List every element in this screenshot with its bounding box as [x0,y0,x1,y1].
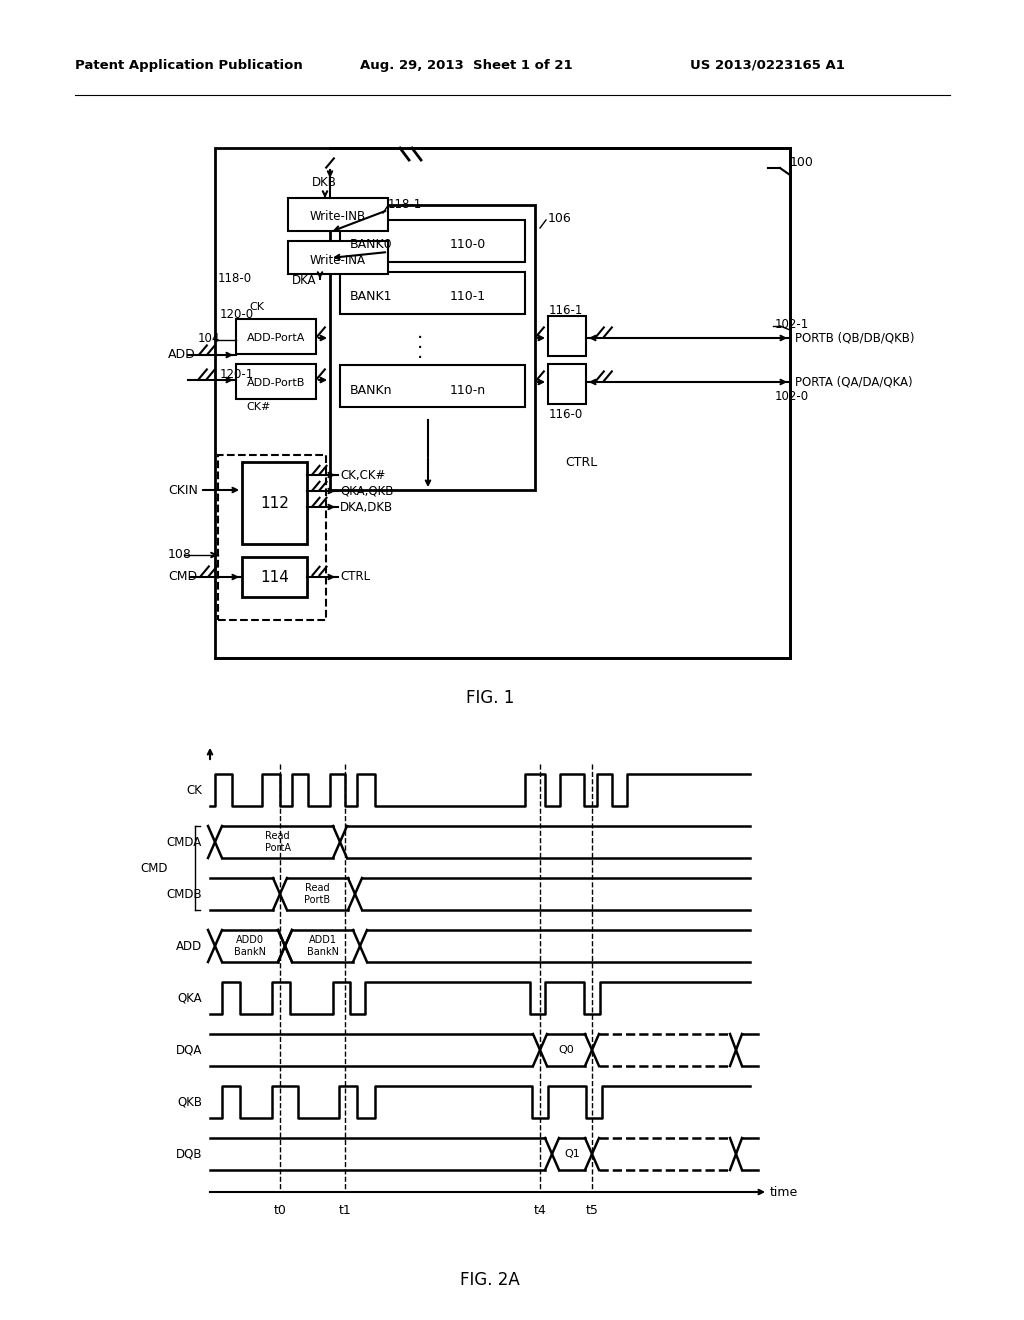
Text: 120-1: 120-1 [220,368,254,381]
Text: 102-1: 102-1 [775,318,809,330]
Text: Write-INB: Write-INB [310,210,366,223]
Text: Read
PortA: Read PortA [264,832,291,853]
Bar [242,462,307,544]
Bar [288,198,388,231]
Text: PORTB (QB/DB/QKB): PORTB (QB/DB/QKB) [795,331,914,345]
Text: 106: 106 [548,211,571,224]
Text: ADD0
BankN: ADD0 BankN [234,935,266,957]
Text: 108: 108 [168,549,191,561]
Text: Read
PortB: Read PortB [304,883,331,904]
Text: BANK1: BANK1 [350,290,392,304]
Text: t5: t5 [586,1204,598,1217]
Text: QKB: QKB [177,1096,202,1109]
Text: 118-0: 118-0 [218,272,252,285]
Text: Patent Application Publication: Patent Application Publication [75,58,303,71]
Text: Aug. 29, 2013  Sheet 1 of 21: Aug. 29, 2013 Sheet 1 of 21 [360,58,572,71]
Text: QKA: QKA [177,991,202,1005]
Text: Write-INA: Write-INA [310,253,366,267]
Text: 104: 104 [198,331,220,345]
Text: 100: 100 [790,156,814,169]
Text: CMDB: CMDB [166,887,202,900]
Text: 102-0: 102-0 [775,389,809,403]
Text: Q0: Q0 [558,1045,573,1055]
Bar [236,364,316,399]
Text: t1: t1 [339,1204,351,1217]
Bar [548,315,586,356]
Text: CTRL: CTRL [340,570,370,583]
Text: CMD: CMD [140,862,168,874]
Text: ADD1
BankN: ADD1 BankN [306,935,339,957]
Text: ADD: ADD [168,348,196,362]
Bar [288,242,388,275]
Text: CKIN: CKIN [168,483,198,496]
Bar [548,364,586,404]
Bar [242,557,307,597]
Text: ADD-PortA: ADD-PortA [247,333,305,343]
Text: 116-0: 116-0 [549,408,584,421]
Bar [330,205,535,490]
Text: ADD: ADD [176,940,202,953]
Text: t0: t0 [273,1204,287,1217]
Text: 118-1: 118-1 [388,198,422,211]
Text: .: . [417,333,423,351]
Text: DKA: DKA [292,273,316,286]
Text: CK#: CK# [246,403,270,412]
Text: DKA,DKB: DKA,DKB [340,500,393,513]
Text: 120-0: 120-0 [220,309,254,322]
Text: 110-n: 110-n [450,384,486,396]
Text: CK: CK [249,302,264,312]
Text: 114: 114 [260,570,290,586]
Text: Q1: Q1 [564,1148,580,1159]
Text: ADD-PortB: ADD-PortB [247,378,305,388]
Text: DQA: DQA [176,1044,202,1056]
Bar [218,455,326,620]
Text: CTRL: CTRL [565,455,597,469]
Text: BANKn: BANKn [350,384,392,396]
Text: .: . [417,342,423,362]
Text: CMD: CMD [168,570,198,583]
Text: PORTA (QA/DA/QKA): PORTA (QA/DA/QKA) [795,375,912,388]
Text: CMDA: CMDA [167,836,202,849]
Bar [340,220,525,261]
Text: BANK0: BANK0 [350,239,392,252]
Text: QKA,QKB: QKA,QKB [340,484,393,498]
Text: t4: t4 [534,1204,547,1217]
Text: FIG. 2A: FIG. 2A [460,1271,520,1290]
Text: US 2013/0223165 A1: US 2013/0223165 A1 [690,58,845,71]
Text: .: . [417,322,423,342]
Text: DKB: DKB [312,176,337,189]
Text: 112: 112 [260,496,290,511]
Text: CK: CK [186,784,202,796]
Text: 110-1: 110-1 [450,290,486,304]
Bar [236,319,316,354]
Text: 116-1: 116-1 [549,304,584,317]
Text: FIG. 1: FIG. 1 [466,689,514,708]
Text: CK,CK#: CK,CK# [340,469,385,482]
Bar [340,366,525,407]
Bar [215,148,790,657]
Text: 110-0: 110-0 [450,239,486,252]
Bar [340,272,525,314]
Text: time: time [770,1185,799,1199]
Text: DQB: DQB [175,1147,202,1160]
